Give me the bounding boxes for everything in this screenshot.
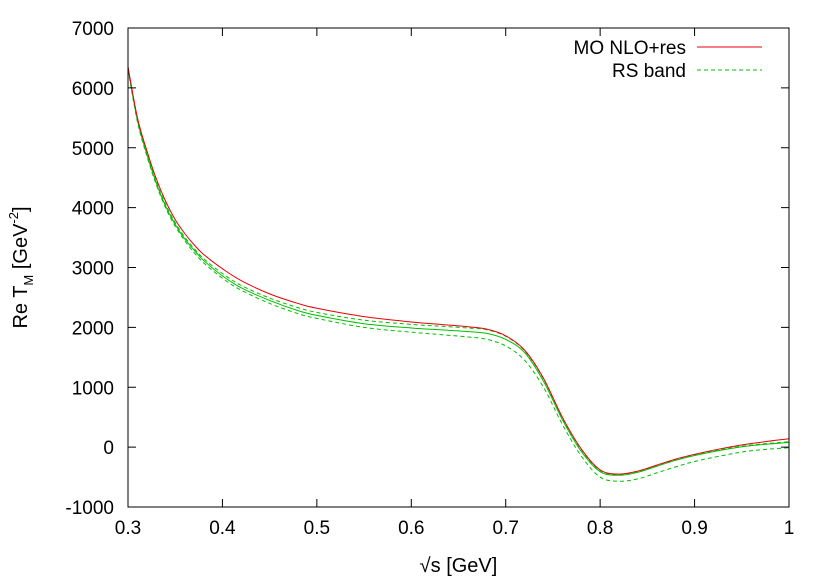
- series-line-rs-band-lower: [128, 69, 789, 482]
- y-tick-label: 4000: [72, 199, 114, 220]
- y-tick-label: 3000: [72, 259, 114, 280]
- y-axis-title-superscript: -2: [6, 212, 21, 224]
- x-axis-title: √s [GeV]: [420, 555, 498, 577]
- x-tick-label: 0.9: [681, 518, 707, 539]
- y-tick-label: 1000: [72, 378, 114, 399]
- x-tick-label: 0.7: [493, 518, 519, 539]
- y-tick-label: 0: [103, 438, 114, 459]
- y-axis-title-unit-open: [GeV: [10, 223, 32, 275]
- legend-label-rs-band: RS band: [612, 61, 686, 82]
- axis-ticks: [127, 27, 790, 508]
- x-tick-label: 0.3: [115, 518, 141, 539]
- y-tick-label: 2000: [72, 318, 114, 339]
- y-axis-title-prefix: Re T: [10, 286, 32, 329]
- series-line-rs-band-central: [128, 68, 789, 476]
- series-line-rs-band-upper: [128, 66, 789, 476]
- y-tick-label: 7000: [72, 19, 114, 40]
- plot-lines: [128, 66, 789, 482]
- y-axis-title-subscript: M: [21, 275, 36, 286]
- axis-tick-labels: 0.3 0.4 0.5 0.6 0.7 0.8 0.9 1 -1000 0 1000 2000 3000…: [65, 19, 794, 539]
- y-axis-title-unit-close: ]: [10, 206, 32, 212]
- x-tick-label: 0.6: [398, 518, 424, 539]
- x-tick-label: 1: [784, 518, 795, 539]
- y-tick-label: -1000: [65, 498, 114, 519]
- series-line-mo-nlo-res: [128, 66, 789, 475]
- y-axis-title: Re TM [GeV-2]: [6, 206, 36, 328]
- plot-frame: [127, 27, 790, 508]
- x-tick-label: 0.4: [209, 518, 236, 539]
- x-tick-label: 0.5: [304, 518, 330, 539]
- legend: MO NLO+res RS band: [574, 38, 762, 82]
- x-tick-label: 0.8: [587, 518, 613, 539]
- y-tick-label: 6000: [72, 79, 114, 100]
- legend-label-mo-nlo-res: MO NLO+res: [574, 38, 686, 59]
- y-tick-label: 5000: [72, 139, 114, 160]
